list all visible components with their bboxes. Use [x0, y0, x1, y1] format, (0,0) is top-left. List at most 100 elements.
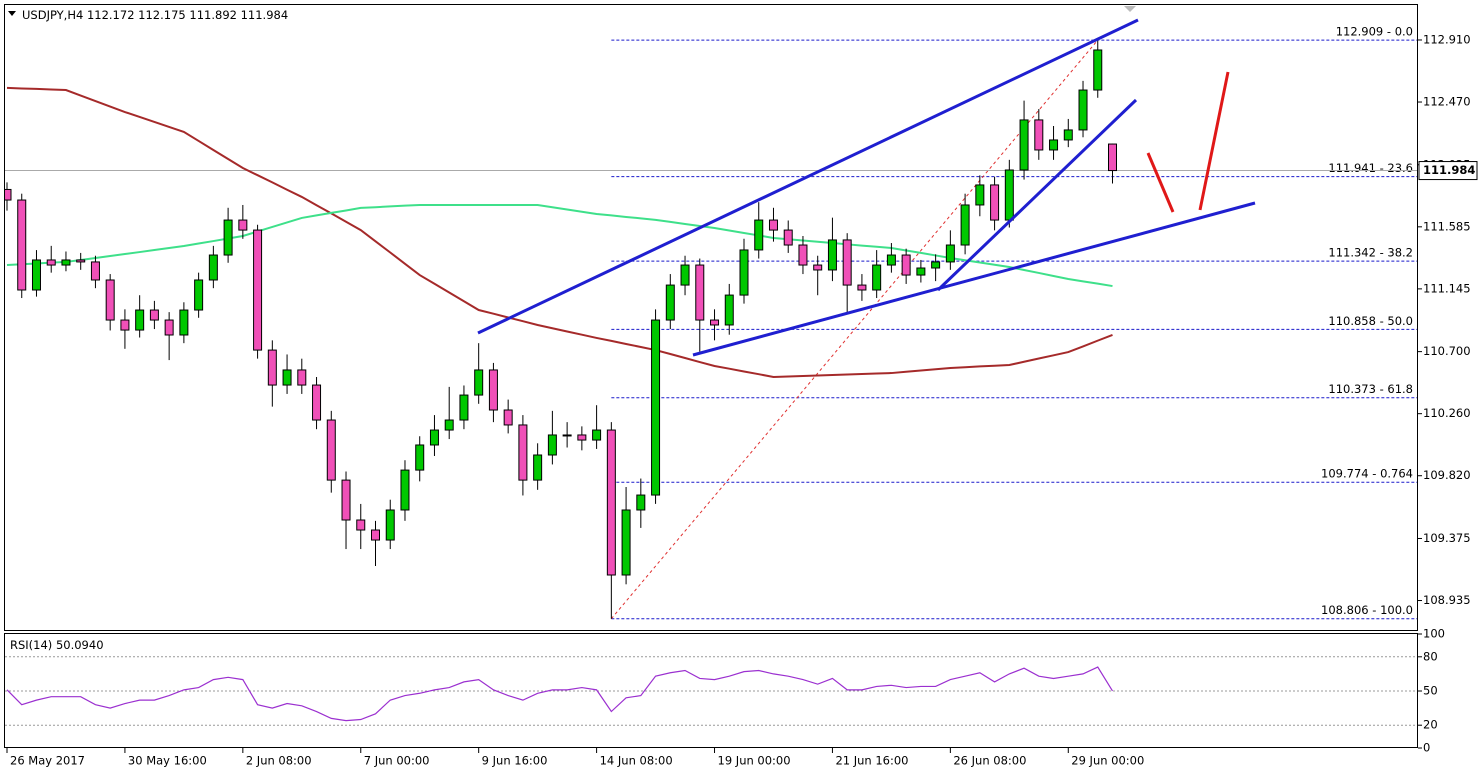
fib-label: 111.941 - 23.6 [1328, 161, 1413, 175]
candle-body [459, 394, 469, 421]
candle-body [724, 294, 734, 326]
candle-body [916, 267, 926, 276]
candle-body [1034, 119, 1044, 151]
candle-body [1093, 49, 1103, 91]
x-tick-label: 29 Jun 00:00 [1071, 754, 1144, 768]
candle-body [813, 264, 823, 271]
candle-body [975, 184, 985, 206]
candle-body [503, 409, 513, 426]
candle-body [341, 479, 351, 521]
candle-body [857, 284, 867, 291]
trend-line [936, 98, 1138, 292]
candle-body [990, 184, 1000, 221]
candle-body [194, 279, 204, 311]
arrow-line [1198, 71, 1230, 211]
fib-label: 108.806 - 100.0 [1321, 603, 1413, 617]
rsi-tick-label: 50 [1423, 684, 1438, 698]
candle-body [710, 319, 720, 326]
low: 111.892 [189, 8, 237, 22]
menu-icon [8, 11, 16, 16]
candle-body [61, 259, 71, 266]
fib-label: 109.774 - 0.764 [1321, 467, 1413, 481]
candle-body [886, 254, 896, 266]
candle-body [577, 434, 587, 441]
rsi-tick-label: 100 [1423, 627, 1445, 641]
candle-body [621, 509, 631, 576]
candle-body [533, 454, 543, 481]
y-tick-label: 108.935 [1423, 593, 1471, 607]
candle-body [90, 261, 100, 281]
candle-body [164, 319, 174, 336]
price-box [1418, 161, 1478, 181]
y-tick-label: 110.700 [1423, 344, 1471, 358]
candle-body [636, 494, 646, 511]
candle-body [267, 349, 277, 386]
moving-average [6, 86, 1113, 379]
candle-body [326, 419, 336, 481]
rsi-line [6, 666, 1114, 722]
candle-body [695, 264, 705, 321]
candle-body [665, 284, 675, 321]
candle-body [783, 229, 793, 246]
rsi-tick-label: 80 [1423, 649, 1438, 663]
rsi-title: RSI(14) [10, 638, 52, 652]
candle-body [901, 254, 911, 276]
candle-body [592, 429, 602, 441]
candle-body [238, 219, 248, 231]
candle-body [798, 244, 808, 266]
y-tick-label: 112.470 [1423, 95, 1471, 109]
candle-body [429, 429, 439, 446]
rsi-plot [5, 656, 1417, 726]
x-tick-label: 2 Jun 08:00 [246, 754, 312, 768]
y-tick-label: 110.260 [1423, 406, 1471, 420]
candle-body [1063, 129, 1073, 141]
candle-body [488, 369, 498, 411]
rsi-tick-label: 20 [1423, 718, 1438, 732]
fib-label: 110.373 - 61.8 [1328, 382, 1413, 396]
candle-body [1019, 119, 1029, 171]
chart-header: USDJPY,H4 112.172 112.175 111.892 111.98… [22, 8, 288, 22]
candle-body [149, 309, 159, 321]
y-tick-label: 111.585 [1423, 219, 1471, 233]
candle-body [17, 199, 27, 291]
candle-body [444, 419, 454, 431]
main-panel [4, 4, 1418, 631]
candle-body [960, 204, 970, 246]
y-tick-label: 111.145 [1423, 281, 1471, 295]
candle-body [1108, 143, 1117, 172]
x-tick-label: 9 Jun 16:00 [482, 754, 548, 768]
candle-body [297, 369, 307, 386]
axes: 112.910112.470112.025111.585111.145110.7… [6, 32, 1478, 768]
candle-body [31, 259, 41, 291]
x-tick-label: 14 Jun 08:00 [600, 754, 673, 768]
trend-line [692, 201, 1256, 357]
high: 112.175 [138, 8, 186, 22]
candle-body [1049, 139, 1059, 151]
annotations [477, 6, 1256, 357]
y-tick-label: 109.375 [1423, 531, 1471, 545]
candle-body [754, 219, 764, 251]
x-tick-label: 19 Jun 00:00 [718, 754, 791, 768]
x-tick-label: 7 Jun 00:00 [364, 754, 430, 768]
candle-body [680, 264, 690, 286]
close: 111.984 [241, 8, 289, 22]
candle-body [842, 239, 852, 286]
open: 112.172 [87, 8, 135, 22]
main-plot: 112.909 - 0.0 111.941 - 23.6 111.342 - 38.… [5, 25, 1417, 620]
candle-body [120, 319, 130, 331]
candle-body [739, 249, 749, 296]
candle-body [253, 229, 263, 351]
candle-body [105, 279, 115, 321]
rsi-header: RSI(14) 50.0940 [10, 638, 104, 652]
x-tick-label: 21 Jun 16:00 [835, 754, 908, 768]
fib-label: 112.909 - 0.0 [1336, 25, 1413, 39]
symbol: USDJPY,H4 [22, 8, 83, 22]
candle-body [872, 264, 882, 291]
x-tick-label: 26 Jun 08:00 [953, 754, 1026, 768]
x-tick-label: 30 May 16:00 [128, 754, 207, 768]
candle-body [518, 424, 528, 481]
price-box-label: 111.984 [1423, 163, 1475, 177]
rsi-tick-label: 0 [1423, 741, 1430, 755]
